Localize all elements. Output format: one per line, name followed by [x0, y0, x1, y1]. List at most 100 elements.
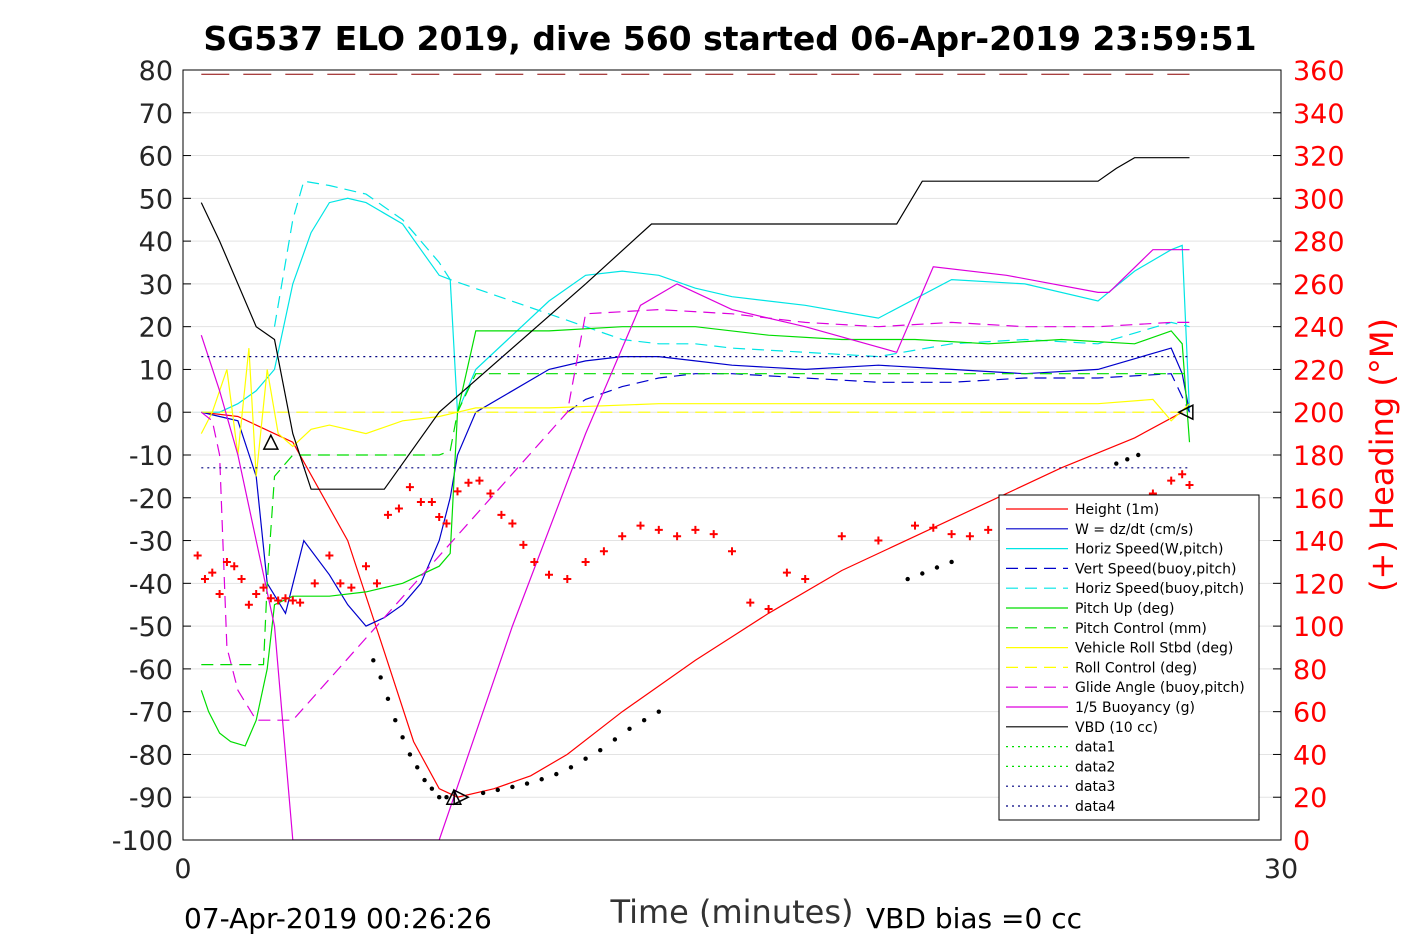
heading-point	[530, 557, 539, 566]
gps-dot	[568, 765, 574, 770]
y-right-tick-label: 300	[1293, 184, 1345, 215]
gps-dot	[480, 790, 486, 796]
heading-point	[563, 575, 572, 584]
y-tick-label: -20	[129, 484, 173, 515]
gps-dot	[444, 795, 449, 800]
y-right-tick-label: 160	[1293, 484, 1345, 515]
heading-point	[801, 575, 810, 584]
heading-point	[230, 562, 239, 571]
y-tick-label: 80	[139, 56, 173, 87]
gps-dot	[934, 565, 940, 570]
heading-point	[947, 530, 956, 539]
heading-point	[442, 519, 451, 528]
heading-point	[654, 525, 663, 534]
heading-point	[764, 605, 773, 613]
heading-point	[782, 568, 791, 577]
gps-dot	[378, 675, 383, 680]
gps-dot	[539, 777, 544, 782]
y-right-tick-label: 20	[1293, 783, 1327, 814]
heading-point	[691, 525, 700, 534]
legend-label-buoyancy: 1/5 Buoyancy (g)	[1075, 700, 1195, 716]
gps-dot	[583, 756, 588, 761]
heading-point	[222, 557, 231, 566]
heading-point	[336, 579, 345, 588]
x-tick-label: 0	[174, 854, 191, 885]
legend-label-pitch_control: Pitch Control (mm)	[1075, 621, 1207, 637]
y-right-tick-label: 240	[1293, 313, 1345, 344]
series-glide_angle	[200, 308, 1190, 721]
y-tick-label: -40	[129, 569, 173, 600]
marker-layer	[262, 404, 1194, 806]
y-right-tick-label: 140	[1293, 527, 1345, 558]
gps-dot	[393, 718, 398, 723]
y-tick-label: 0	[156, 398, 173, 429]
heading-point	[394, 504, 403, 513]
gps-dot	[627, 726, 632, 731]
series-layer	[200, 73, 1191, 840]
heading-point	[636, 521, 645, 530]
heading-point	[581, 557, 590, 566]
gps-dot	[495, 787, 500, 793]
legend-label-data4: data4	[1075, 799, 1116, 815]
y-tick-label: -60	[129, 655, 173, 686]
series-horiz_speed	[201, 197, 1191, 413]
series-w	[201, 347, 1191, 627]
gps-dot	[510, 784, 515, 790]
heading-point	[200, 575, 209, 584]
legend-label-roll_control: Roll Control (deg)	[1075, 660, 1197, 676]
gps-dot	[905, 576, 910, 582]
y-right-tick-label: 220	[1293, 355, 1345, 386]
series-vbd	[200, 157, 1190, 490]
heading-point	[837, 532, 846, 541]
heading-point	[929, 523, 938, 532]
y-right-tick-label: 260	[1293, 270, 1345, 301]
y-axis-right-label: (+) Heading (°M)	[1363, 318, 1401, 592]
heading-point	[347, 583, 356, 592]
heading-point	[372, 579, 381, 588]
legend: Height (1m) W = dz/dt (cm/s) Horiz Speed(W…	[998, 494, 1260, 821]
y-tick-label: 50	[139, 184, 173, 215]
legend-label-height: Height (1m)	[1075, 502, 1159, 518]
y-right-tick-label: 360	[1293, 56, 1345, 87]
legend-label-roll: Vehicle Roll Stbd (deg)	[1075, 641, 1233, 657]
legend-label-w: W = dz/dt (cm/s)	[1075, 522, 1194, 538]
gps-dot	[1136, 452, 1141, 458]
y-right-tick-label: 40	[1293, 740, 1327, 771]
heading-point	[453, 487, 462, 496]
heading-point	[416, 498, 425, 507]
y-tick-label: -80	[129, 740, 173, 771]
heading-point	[709, 530, 718, 539]
heading-point	[252, 590, 261, 599]
legend-label-vert_speed: Vert Speed(buoy,pitch)	[1075, 561, 1237, 577]
y-tick-label: -70	[129, 698, 173, 729]
y-tick-label: 30	[139, 270, 173, 301]
heading-point	[911, 521, 919, 530]
legend-label-data1: data1	[1075, 740, 1115, 756]
legend-label-pitch: Pitch Up (deg)	[1075, 601, 1174, 617]
heading-point	[545, 570, 553, 579]
x-axis: 0 30	[174, 854, 1298, 885]
y-right-tick-label: 120	[1293, 569, 1345, 600]
legend-label-data2: data2	[1075, 759, 1115, 775]
heading-point	[435, 513, 444, 522]
y-right-tick-label: 320	[1293, 142, 1345, 173]
gps-dot	[524, 781, 530, 786]
heading-point	[1185, 480, 1194, 489]
marker-triangle-left	[1177, 404, 1194, 421]
y-tick-label: 10	[139, 355, 173, 386]
heading-point	[281, 594, 290, 603]
y-right-tick-label: 340	[1293, 99, 1345, 130]
footer-vbd-bias: VBD bias =0 cc	[866, 902, 1082, 935]
heading-point	[296, 598, 305, 607]
series-height	[201, 411, 1183, 798]
heading-point	[383, 510, 392, 519]
heading-point	[497, 510, 506, 519]
gps-dot	[422, 777, 427, 783]
y-tick-label: -10	[129, 441, 173, 472]
y-tick-label: -50	[129, 612, 173, 643]
legend-label-vbd: VBD (10 cc)	[1075, 720, 1158, 736]
gps-dot	[598, 747, 603, 753]
heading-point	[965, 532, 974, 541]
heading-point	[1167, 476, 1176, 485]
footer-timestamp: 07-Apr-2019 00:26:26	[184, 902, 492, 935]
